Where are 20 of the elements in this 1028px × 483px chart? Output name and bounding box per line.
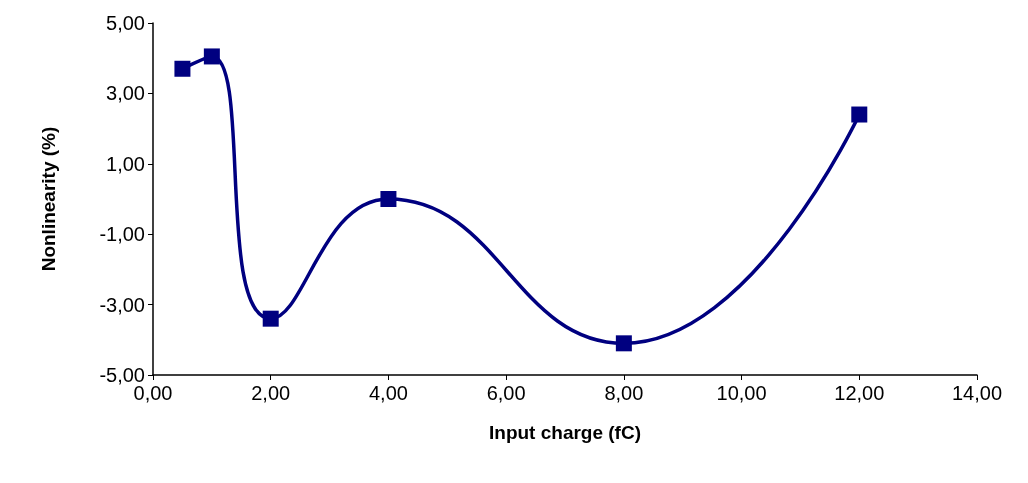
x-tick-label: 8,00 [604,382,644,404]
y-tick-label: 1,00 [106,152,145,175]
point [262,310,279,327]
point [174,60,191,77]
x-tick-label: 6,00 [486,382,526,404]
y-tick-label: 3,00 [106,82,145,105]
point [380,191,397,207]
point [851,106,868,123]
x-tick-label: 2,00 [251,382,291,404]
x-tick-label: 4,00 [368,382,408,404]
x-axis-title: Input charge (fC) [489,422,641,443]
y-tick-label: -3,00 [99,293,145,316]
y-tick-label: 5,00 [106,12,145,34]
x-tick-label: 12,00 [834,382,885,404]
point [615,335,632,352]
x-tick-label: 10,00 [716,382,767,404]
y-tick-label: -1,00 [99,223,145,246]
x-tick-label: 14,00 [951,382,1003,404]
point [203,48,220,65]
y-axis-title: Nonlinearity (%) [38,126,59,272]
